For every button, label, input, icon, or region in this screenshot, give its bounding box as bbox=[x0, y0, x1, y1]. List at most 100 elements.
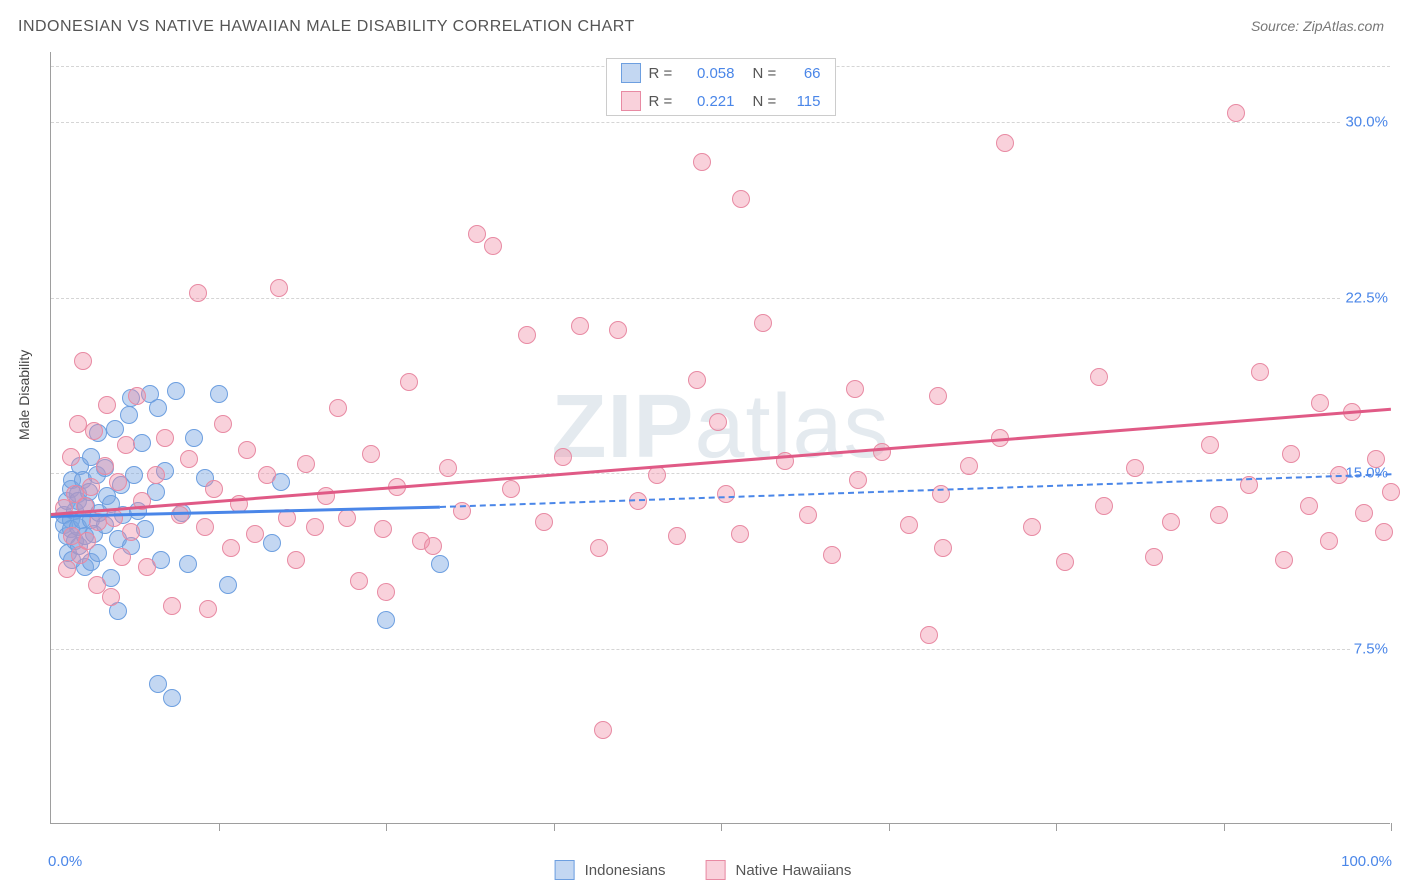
scatter-point bbox=[502, 480, 520, 498]
scatter-point bbox=[163, 689, 181, 707]
legend-swatch bbox=[621, 63, 641, 83]
scatter-point bbox=[122, 523, 140, 541]
x-axis-max-label: 100.0% bbox=[1341, 853, 1392, 870]
scatter-point bbox=[484, 237, 502, 255]
stat-label: R = bbox=[649, 93, 677, 110]
scatter-point bbox=[377, 583, 395, 601]
stat-label: N = bbox=[753, 65, 781, 82]
scatter-point bbox=[125, 466, 143, 484]
scatter-point bbox=[518, 326, 536, 344]
scatter-point bbox=[147, 466, 165, 484]
scatter-point bbox=[424, 537, 442, 555]
x-tick bbox=[386, 823, 387, 831]
scatter-point bbox=[138, 558, 156, 576]
x-tick bbox=[1056, 823, 1057, 831]
source-label: Source: ZipAtlas.com bbox=[1251, 18, 1384, 34]
stat-label: R = bbox=[649, 65, 677, 82]
legend-stats-row: R =0.221N =115 bbox=[607, 87, 835, 115]
scatter-point bbox=[717, 485, 735, 503]
scatter-point bbox=[709, 413, 727, 431]
scatter-point bbox=[609, 321, 627, 339]
scatter-point bbox=[246, 525, 264, 543]
gridline bbox=[51, 122, 1390, 123]
y-axis-label: Male Disability bbox=[16, 350, 32, 440]
stat-label: N = bbox=[753, 93, 781, 110]
scatter-point bbox=[571, 317, 589, 335]
legend-item: Indonesians bbox=[555, 860, 666, 880]
scatter-point bbox=[1375, 523, 1393, 541]
scatter-point bbox=[238, 441, 256, 459]
y-tick-label: 22.5% bbox=[1341, 289, 1392, 306]
gridline bbox=[51, 473, 1390, 474]
legend-bottom: IndonesiansNative Hawaiians bbox=[555, 860, 852, 880]
scatter-point bbox=[214, 415, 232, 433]
scatter-point bbox=[1311, 394, 1329, 412]
scatter-point bbox=[431, 555, 449, 573]
scatter-point bbox=[306, 518, 324, 536]
scatter-point bbox=[96, 457, 114, 475]
x-tick bbox=[1391, 823, 1392, 831]
scatter-point bbox=[1023, 518, 1041, 536]
scatter-point bbox=[106, 420, 124, 438]
scatter-point bbox=[167, 382, 185, 400]
scatter-point bbox=[648, 466, 666, 484]
scatter-point bbox=[929, 387, 947, 405]
scatter-point bbox=[934, 539, 952, 557]
scatter-point bbox=[1056, 553, 1074, 571]
scatter-point bbox=[377, 611, 395, 629]
stat-value: 66 bbox=[789, 65, 821, 82]
scatter-point bbox=[900, 516, 918, 534]
scatter-point bbox=[82, 478, 100, 496]
scatter-point bbox=[180, 450, 198, 468]
plot-area: ZIPatlas R =0.058N =66R =0.221N =115 7.5… bbox=[50, 52, 1390, 824]
scatter-point bbox=[754, 314, 772, 332]
scatter-point bbox=[62, 448, 80, 466]
scatter-point bbox=[668, 527, 686, 545]
scatter-point bbox=[222, 539, 240, 557]
scatter-point bbox=[98, 396, 116, 414]
legend-stats-box: R =0.058N =66R =0.221N =115 bbox=[606, 58, 836, 116]
scatter-point bbox=[205, 480, 223, 498]
scatter-point bbox=[374, 520, 392, 538]
scatter-point bbox=[1382, 483, 1400, 501]
scatter-point bbox=[78, 532, 96, 550]
legend-label: Indonesians bbox=[585, 862, 666, 879]
x-tick bbox=[889, 823, 890, 831]
scatter-point bbox=[996, 134, 1014, 152]
scatter-point bbox=[117, 436, 135, 454]
scatter-point bbox=[210, 385, 228, 403]
scatter-point bbox=[196, 518, 214, 536]
scatter-point bbox=[179, 555, 197, 573]
scatter-point bbox=[109, 473, 127, 491]
scatter-point bbox=[133, 434, 151, 452]
scatter-point bbox=[329, 399, 347, 417]
scatter-point bbox=[594, 721, 612, 739]
scatter-point bbox=[338, 509, 356, 527]
scatter-point bbox=[873, 443, 891, 461]
scatter-point bbox=[960, 457, 978, 475]
scatter-point bbox=[270, 279, 288, 297]
scatter-point bbox=[693, 153, 711, 171]
scatter-point bbox=[1090, 368, 1108, 386]
scatter-point bbox=[1227, 104, 1245, 122]
scatter-point bbox=[362, 445, 380, 463]
scatter-point bbox=[1201, 436, 1219, 454]
scatter-point bbox=[731, 525, 749, 543]
scatter-point bbox=[287, 551, 305, 569]
scatter-point bbox=[58, 560, 76, 578]
legend-swatch bbox=[555, 860, 575, 880]
scatter-point bbox=[732, 190, 750, 208]
scatter-point bbox=[799, 506, 817, 524]
scatter-point bbox=[849, 471, 867, 489]
scatter-point bbox=[1275, 551, 1293, 569]
scatter-point bbox=[823, 546, 841, 564]
scatter-point bbox=[350, 572, 368, 590]
scatter-point bbox=[171, 506, 189, 524]
scatter-point bbox=[1210, 506, 1228, 524]
x-tick bbox=[554, 823, 555, 831]
scatter-point bbox=[105, 509, 123, 527]
scatter-point bbox=[1095, 497, 1113, 515]
scatter-point bbox=[113, 548, 131, 566]
scatter-point bbox=[535, 513, 553, 531]
scatter-point bbox=[149, 675, 167, 693]
